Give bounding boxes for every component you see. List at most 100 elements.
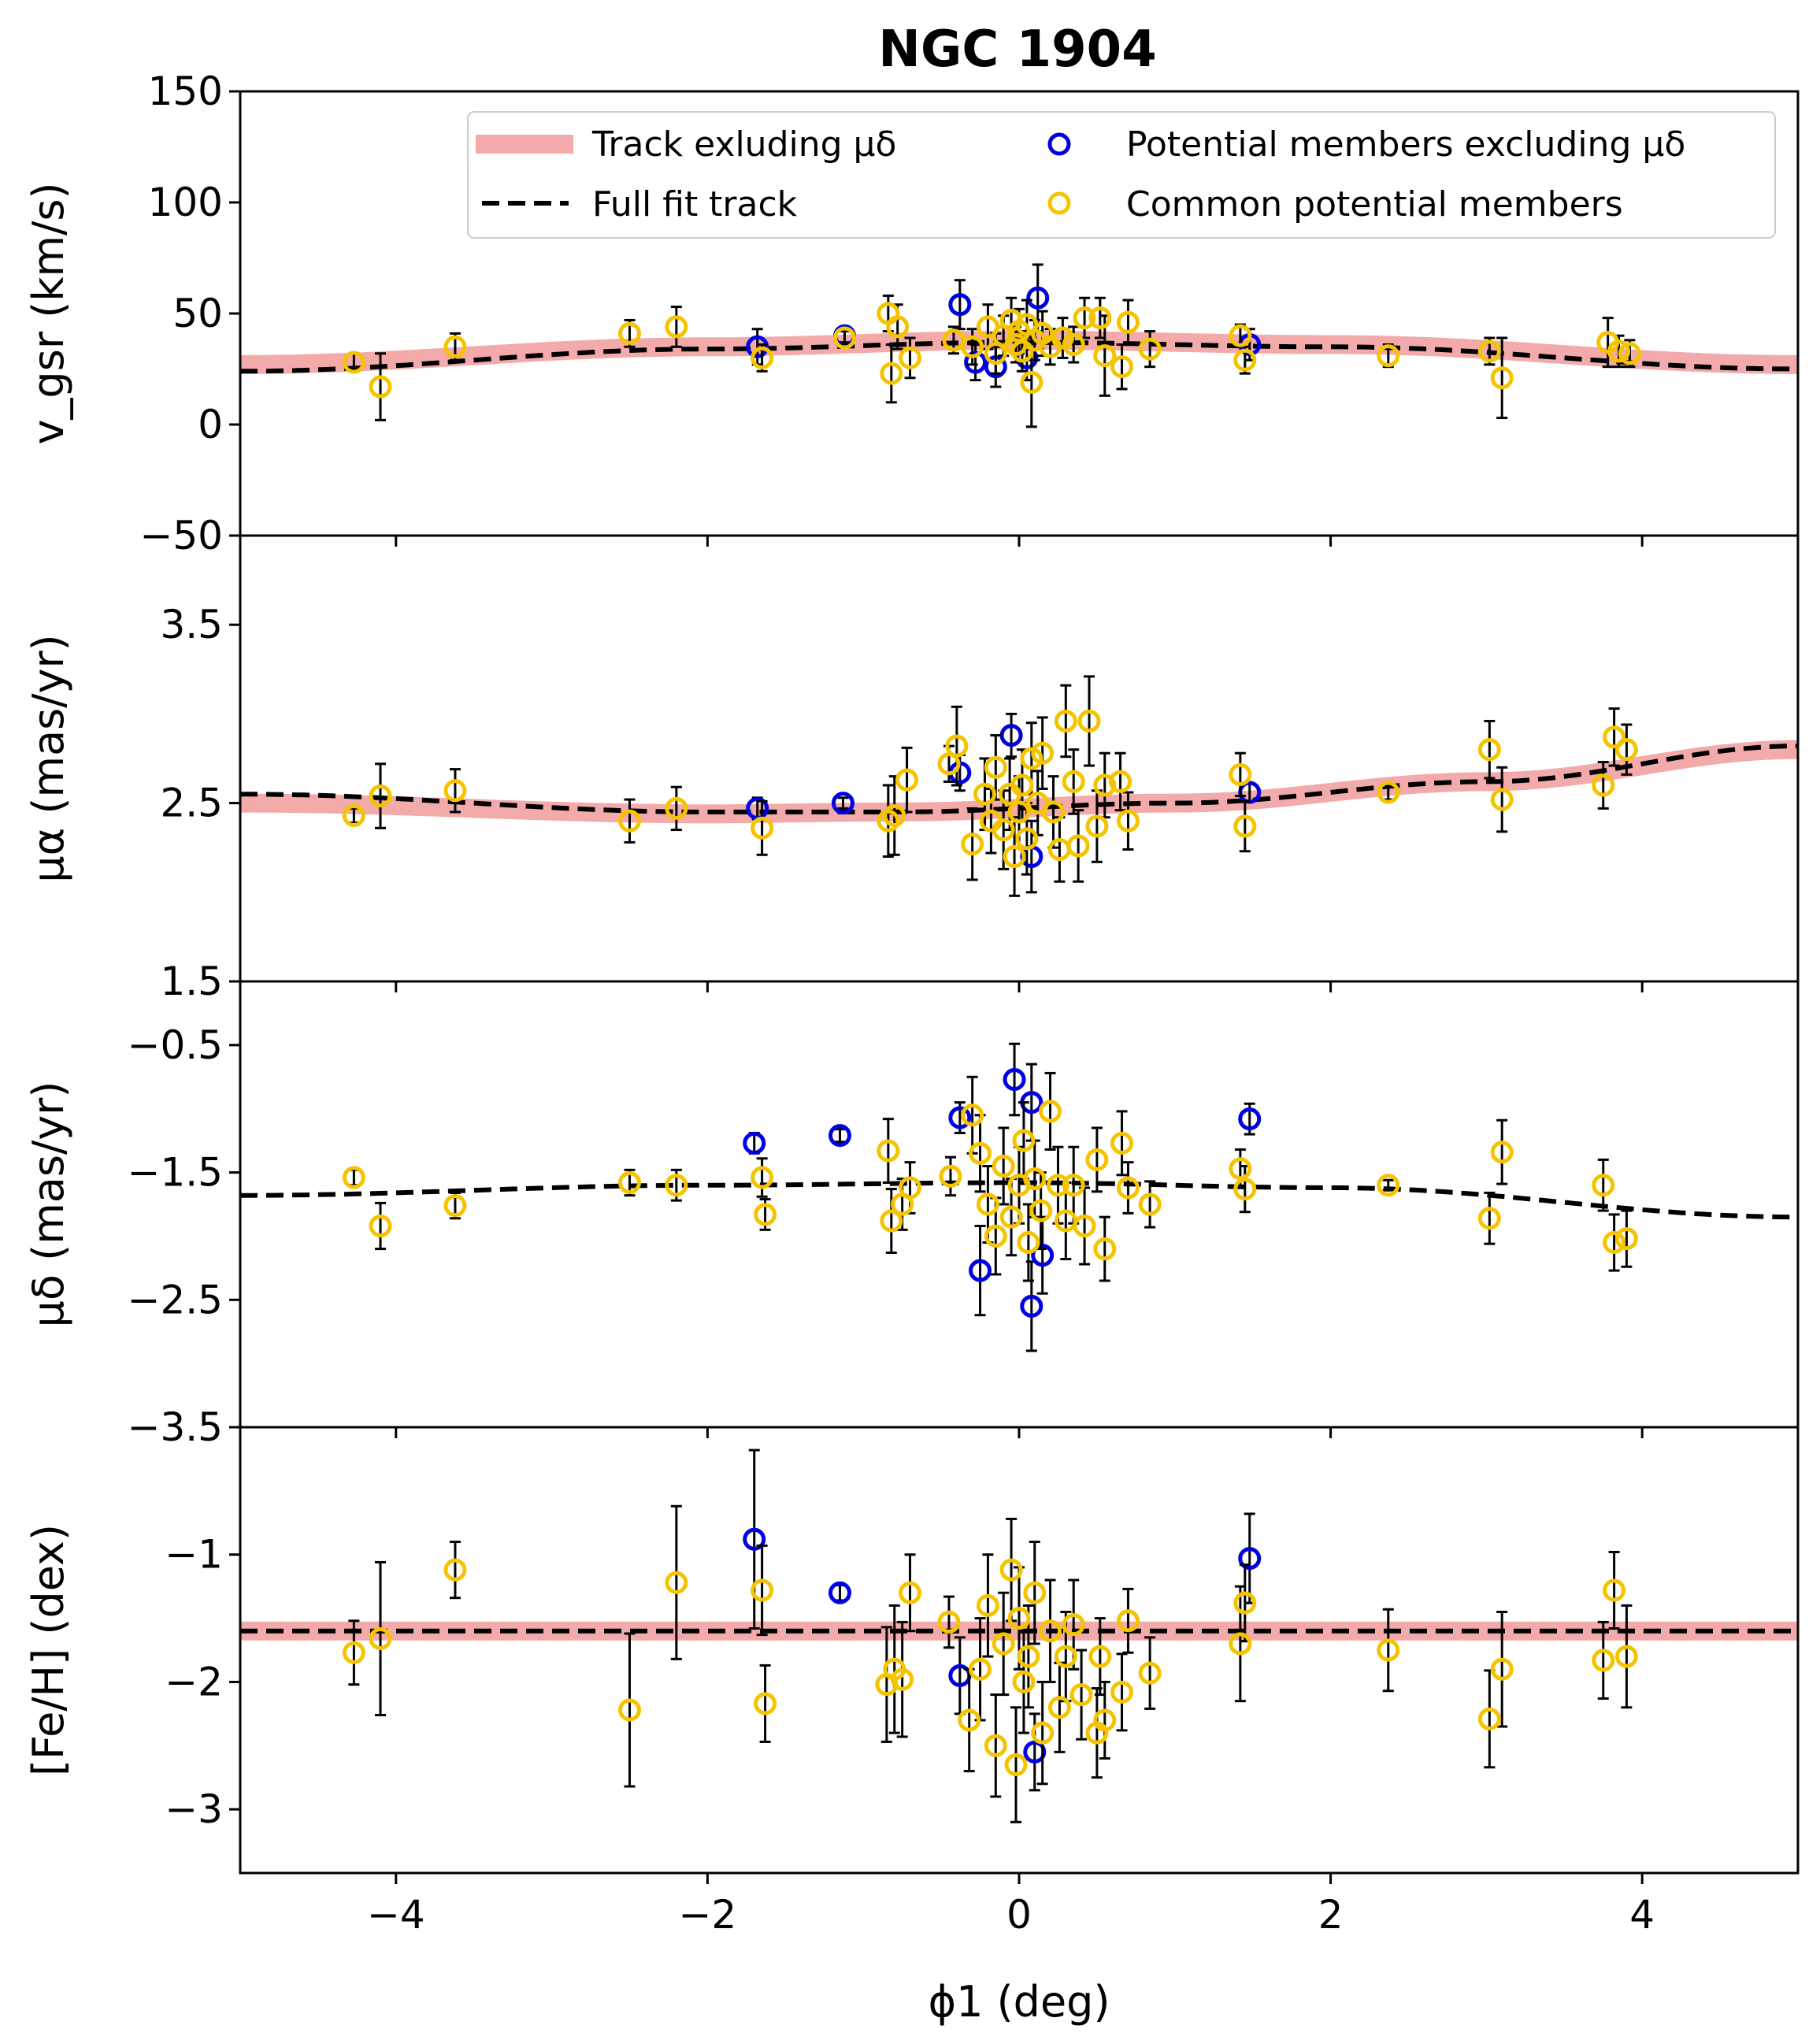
common-member-point	[1607, 339, 1631, 363]
blue-member-point	[1003, 1068, 1026, 1092]
common-member-point	[992, 818, 1015, 842]
blue-member-point	[969, 1259, 992, 1282]
panel-content-vgsr	[240, 263, 1798, 428]
y-tick-label: 1.5	[160, 959, 223, 1004]
full-fit-line	[240, 339, 1798, 374]
common-member-point	[1490, 788, 1514, 811]
common-member-point	[880, 362, 903, 385]
common-member-point	[984, 1224, 1007, 1248]
common-member-point	[342, 803, 365, 827]
common-member-point	[886, 315, 910, 339]
panel-frame	[239, 534, 1800, 983]
blue-member-point	[1238, 1547, 1262, 1571]
common-member-point	[618, 1698, 641, 1722]
common-member-point	[1138, 1192, 1162, 1216]
common-member-point	[1062, 770, 1085, 793]
common-member-point	[1477, 1207, 1501, 1230]
common-member-point	[1109, 770, 1132, 793]
common-member-point	[1110, 1131, 1134, 1155]
common-member-point	[999, 1558, 1023, 1582]
common-member-point	[1017, 1231, 1040, 1255]
common-member-point	[895, 768, 919, 792]
y-tick-label: −1	[165, 1532, 223, 1578]
common-member-point	[984, 755, 1007, 779]
common-member-point	[984, 1734, 1007, 1757]
y-tick-label: 50	[172, 291, 223, 336]
common-member-point	[1073, 306, 1096, 330]
common-member-point	[1490, 1657, 1514, 1681]
common-member-point	[1010, 339, 1034, 363]
common-member-point	[1116, 1609, 1140, 1633]
common-member-point	[369, 1626, 392, 1650]
common-member-point	[992, 1632, 1015, 1656]
common-member-point	[1377, 1174, 1400, 1197]
common-member-point	[1039, 1619, 1062, 1643]
y-axis-label: μα (mas/yr)	[24, 634, 73, 882]
common-member-point	[1377, 344, 1400, 368]
y-tick-label: 0	[198, 402, 223, 447]
common-member-point	[1088, 1645, 1112, 1668]
y-tick-label: −3.5	[128, 1404, 223, 1450]
common-member-point	[369, 375, 392, 399]
common-member-point	[1229, 762, 1252, 786]
y-tick-label: −1.5	[128, 1150, 223, 1196]
blue-member-point	[828, 1581, 852, 1604]
common-member-point	[1062, 1174, 1085, 1197]
common-member-point	[1066, 834, 1090, 858]
panel-mu_delta: −3.5 −2.5 −1.5 −0.5 μδ (mas/yr)	[24, 980, 1800, 1450]
common-member-point	[976, 1192, 999, 1216]
blue-member-point	[1238, 1107, 1262, 1131]
common-member-point	[969, 1657, 992, 1681]
common-member-point	[937, 1610, 961, 1634]
common-member-point	[1229, 324, 1252, 347]
common-member-point	[1023, 1581, 1047, 1604]
y-axis-label: v_gsr (km/s)	[24, 182, 73, 444]
common-member-point	[1233, 1591, 1257, 1615]
common-member-point	[1085, 814, 1109, 838]
common-member-point	[1614, 1227, 1638, 1251]
y-tick-label: −2	[165, 1659, 223, 1704]
common-member-point	[342, 351, 365, 374]
common-member-point	[1614, 1645, 1638, 1668]
y-tick-label: 2.5	[160, 781, 223, 826]
blue-member-point	[743, 1527, 766, 1551]
common-member-point	[939, 1164, 962, 1188]
common-member-point	[1062, 332, 1085, 356]
common-member-point	[1029, 1199, 1053, 1222]
common-member-point	[1233, 348, 1257, 372]
common-member-point	[1088, 306, 1112, 330]
y-tick-label: 150	[148, 69, 223, 114]
blue-member-point	[1023, 1740, 1047, 1764]
full-fit-line	[240, 744, 1798, 814]
common-member-point	[1003, 845, 1026, 869]
common-member-point	[443, 1558, 467, 1582]
common-member-point	[1592, 773, 1615, 797]
common-member-point	[369, 784, 392, 808]
common-member-point	[1116, 809, 1140, 833]
common-member-point	[754, 1203, 777, 1226]
common-member-point	[1477, 1707, 1501, 1730]
common-member-point	[1069, 1683, 1093, 1707]
blue-member-point	[831, 792, 854, 815]
y-tick-label: −0.5	[128, 1022, 223, 1068]
common-member-point	[443, 1194, 467, 1218]
common-member-point	[751, 816, 774, 840]
legend-common-marker	[1047, 191, 1071, 215]
common-member-point	[754, 1692, 777, 1715]
common-member-point	[1603, 1578, 1626, 1602]
common-member-point	[899, 346, 922, 369]
y-tick-label: −3	[165, 1786, 223, 1832]
common-member-point	[958, 1708, 981, 1732]
common-member-point	[751, 1166, 774, 1189]
x-tick-label: −2	[679, 1892, 737, 1938]
blue-member-point	[964, 351, 988, 374]
common-member-point	[751, 346, 774, 369]
common-member-point	[1073, 1214, 1096, 1237]
common-member-point	[342, 1166, 365, 1189]
common-member-point	[751, 1578, 774, 1602]
panel-content-feh	[240, 1448, 1798, 1823]
common-member-point	[1093, 773, 1117, 797]
blue-member-point	[948, 1106, 972, 1129]
common-member-point	[1233, 1178, 1257, 1201]
common-member-point	[1233, 814, 1257, 838]
